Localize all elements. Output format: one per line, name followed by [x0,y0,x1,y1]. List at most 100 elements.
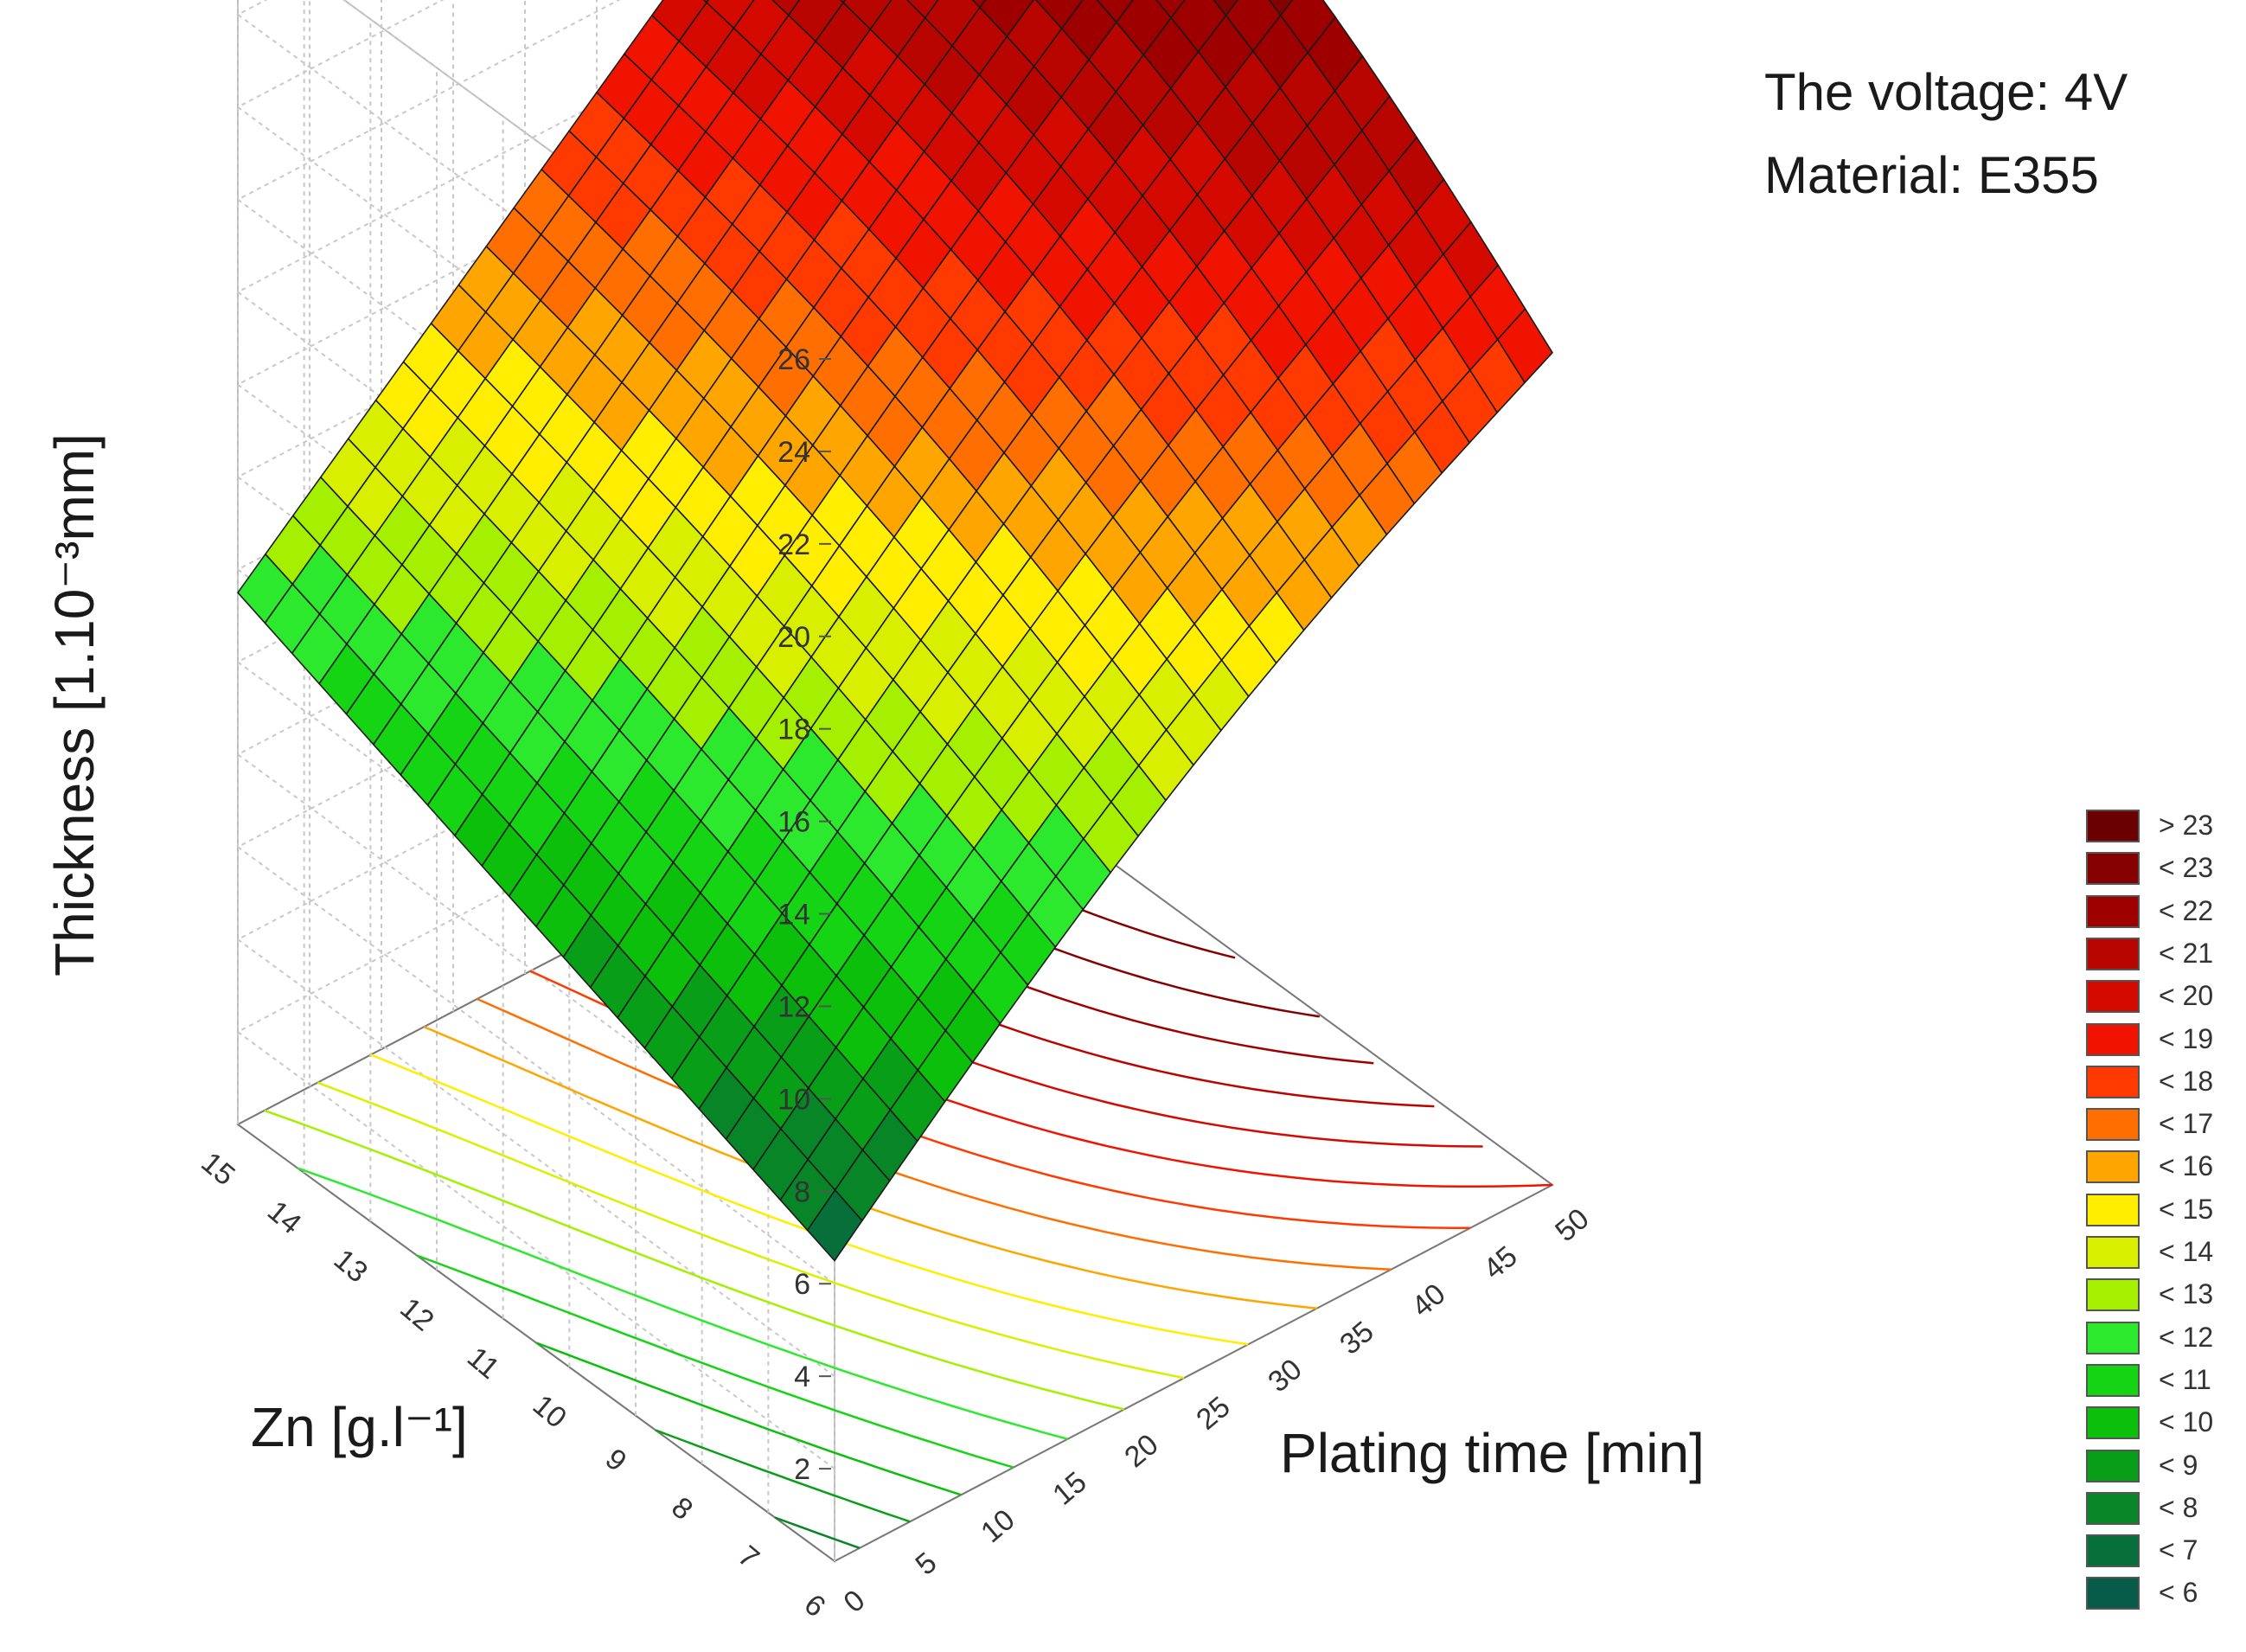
y-tick-label: 7 [732,1540,765,1575]
y-axis-label: Zn [g.l⁻¹] [251,1396,468,1458]
surface-cell [1096,0,1135,23]
legend-swatch [2086,1534,2140,1568]
z-tick-label: 12 [777,990,810,1023]
x-tick-label: 40 [1405,1277,1451,1323]
legend-label: < 21 [2159,937,2214,969]
legend-swatch [2086,852,2140,886]
legend-label: > 23 [2159,810,2214,841]
y-tick-label: 11 [461,1341,505,1386]
surface-cell [1496,308,1553,384]
legend-swatch [2086,1193,2140,1226]
y-tick-label: 14 [261,1194,307,1240]
legend-item: < 10 [2086,1401,2242,1444]
legend-item: < 13 [2086,1273,2242,1316]
contour-line [774,1516,861,1549]
x-tick-label: 50 [1549,1202,1595,1248]
z-tick-label: 24 [777,436,810,469]
legend-swatch [2086,980,2140,1014]
contour-line [317,1081,1185,1380]
surface-cell [971,0,987,9]
legend-label: < 8 [2159,1491,2198,1523]
legend-label: < 9 [2159,1449,2198,1481]
x-tick-label: 25 [1190,1390,1236,1436]
legend-swatch [2086,1278,2140,1312]
legend-label: < 23 [2159,852,2214,884]
legend-swatch [2086,1449,2140,1482]
legend-swatch [2086,1491,2140,1525]
legend-label: < 6 [2159,1577,2198,1609]
surface-cell [771,0,801,16]
x-axis-label: Plating time [min] [1280,1422,1705,1484]
legend-swatch [2086,894,2140,928]
legend-label: < 11 [2159,1363,2211,1395]
contour-line [535,1341,962,1496]
z-tick-label: 4 [794,1361,810,1393]
y-tick-label: 10 [527,1388,573,1434]
x-tick-label: 30 [1262,1353,1308,1399]
contour-line [370,1053,1249,1346]
legend-label: < 16 [2159,1150,2214,1182]
legend-swatch [2086,810,2140,842]
x-tick-label: 10 [975,1503,1021,1549]
legend-swatch [2086,1363,2140,1397]
legend-label: < 7 [2159,1534,2198,1566]
legend-label: < 13 [2159,1278,2214,1310]
y-tick-label: 8 [665,1491,699,1527]
legend-swatch [2086,937,2140,970]
voltage-annotation: The voltage: 4V [1764,63,2128,121]
x-tick-label: 45 [1477,1239,1523,1285]
legend-item: < 21 [2086,932,2242,976]
y-tick-label: 6 [798,1588,832,1623]
legend-label: < 14 [2159,1236,2214,1267]
legend-item: < 8 [2086,1487,2242,1530]
z-tick-label: 26 [777,343,810,376]
legend-item: < 17 [2086,1103,2242,1146]
z-tick-label: 8 [794,1175,810,1208]
x-tick-label: 5 [909,1546,943,1581]
z-tick-label: 16 [777,806,810,839]
legend-swatch [2086,1236,2140,1269]
surface-cell [906,0,939,19]
z-tick-label: 2 [794,1453,810,1486]
surface-cell [1213,0,1239,16]
legend-item: < 20 [2086,975,2242,1018]
legend-swatch [2086,1065,2140,1098]
material-annotation: Material: E355 [1764,146,2099,204]
x-tick-label: 35 [1334,1315,1379,1361]
z-tick-label: 6 [794,1268,810,1301]
legend-item: < 9 [2086,1444,2242,1488]
legend-swatch [2086,1406,2140,1440]
x-tick-label: 0 [837,1584,871,1619]
surface-cell [1268,0,1294,16]
legend-swatch [2086,1321,2140,1354]
contour-line [264,1109,1125,1411]
y-tick-label: 9 [599,1443,633,1478]
legend-swatch [2086,1022,2140,1056]
legend-label: < 12 [2159,1321,2214,1353]
z-tick-label: 22 [777,528,810,561]
legend-swatch [2086,1150,2140,1184]
contour-line [655,1429,911,1523]
z-tick-label: 18 [777,714,810,746]
legend-item: < 16 [2086,1145,2242,1188]
legend-item: < 14 [2086,1231,2242,1274]
legend-item: < 7 [2086,1529,2242,1572]
legend-label: < 15 [2159,1193,2214,1225]
legend-swatch [2086,1577,2140,1610]
z-axis-label: Thickness [1.10⁻³mm] [43,433,106,976]
legend-label: < 19 [2159,1022,2214,1054]
legend-swatch [2086,1108,2140,1142]
z-tick-label: 10 [777,1083,810,1116]
legend-item: < 18 [2086,1060,2242,1104]
y-tick-label: 12 [394,1291,439,1337]
legend-label: < 17 [2159,1108,2214,1140]
z-tick-label: 20 [777,621,810,654]
y-tick-label: 13 [328,1243,374,1289]
y-tick-label: 15 [195,1146,240,1192]
surface-cell [1155,0,1186,19]
x-tick-label: 20 [1118,1428,1164,1474]
legend-item: > 23 [2086,804,2242,848]
legend-item: < 22 [2086,890,2242,933]
legend-item: < 12 [2086,1316,2242,1360]
